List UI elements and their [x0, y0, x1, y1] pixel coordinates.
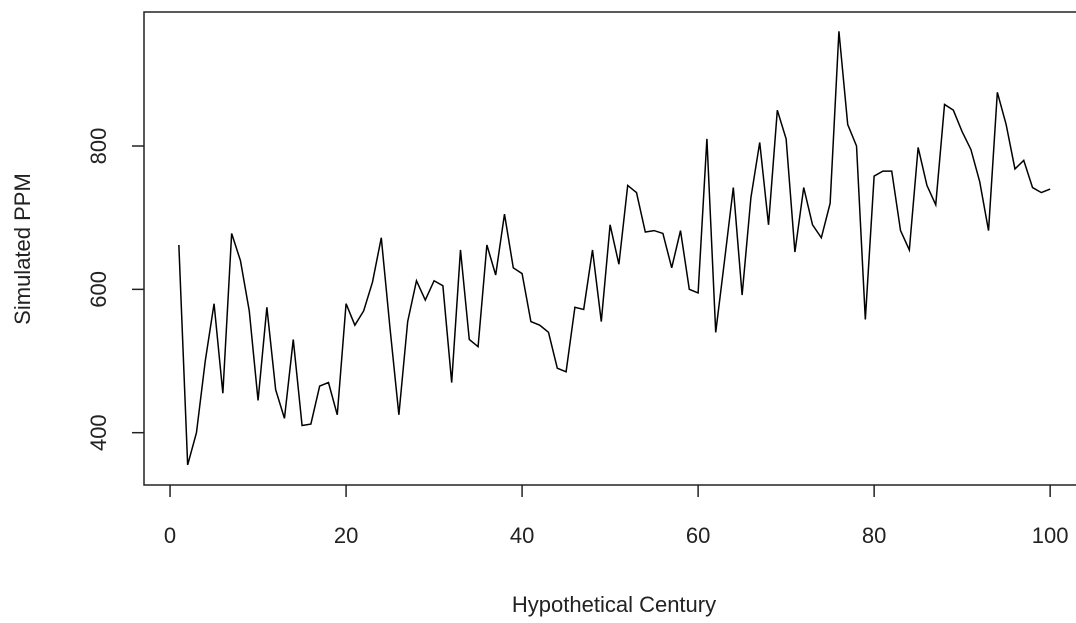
x-tick-label: 40 [510, 523, 534, 548]
plot-frame [143, 11, 1076, 486]
x-tick-label: 100 [1032, 523, 1069, 548]
y-tick-label: 400 [86, 414, 111, 451]
x-tick-label: 0 [164, 523, 176, 548]
y-tick-label: 600 [86, 271, 111, 308]
x-axis-label: Hypothetical Century [512, 592, 716, 617]
x-tick-label: 20 [334, 523, 358, 548]
x-tick-label: 80 [862, 523, 886, 548]
x-tick-label: 60 [686, 523, 710, 548]
y-axis-label: Simulated PPM [10, 173, 35, 325]
data-line [178, 31, 1051, 466]
y-tick-label: 800 [86, 128, 111, 165]
